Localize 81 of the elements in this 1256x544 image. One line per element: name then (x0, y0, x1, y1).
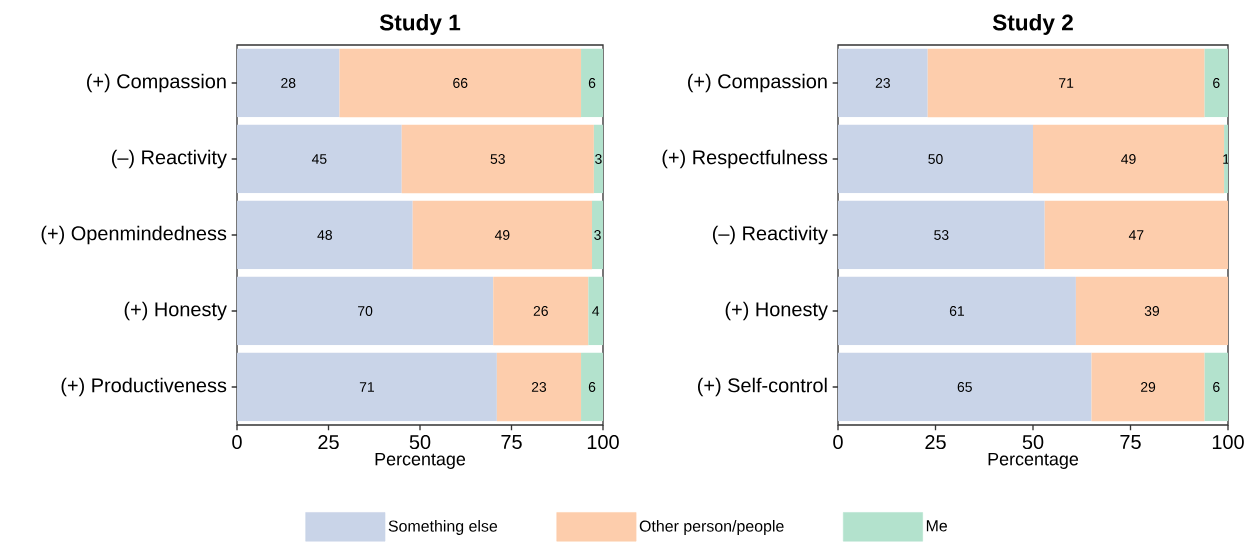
bar (838, 352, 1092, 422)
x-tick-label: 25 (318, 434, 339, 450)
y-tick-label: (+) Self-control (697, 377, 827, 397)
bar (1091, 352, 1205, 422)
bar (838, 48, 928, 118)
data-label: 23 (875, 78, 890, 88)
y-tick-label: (–) Reactivity (111, 149, 227, 169)
bar (1204, 48, 1228, 118)
bar (581, 352, 604, 422)
x-tick-label: 75 (1120, 434, 1141, 449)
data-label: 6 (1213, 382, 1220, 392)
data-label: 61 (949, 306, 965, 316)
legend-label: Me (926, 520, 947, 532)
data-label: 65 (957, 382, 972, 392)
data-label: 6 (588, 382, 596, 392)
bar (838, 200, 1045, 270)
data-label: 71 (1059, 78, 1074, 88)
y-tick-label: (+) Openmindedness (41, 225, 227, 245)
data-label: 53 (490, 154, 505, 164)
bar (496, 352, 582, 422)
bar (493, 276, 589, 346)
data-label: 39 (1144, 306, 1160, 316)
bar (927, 48, 1205, 118)
data-label: 6 (1213, 78, 1220, 88)
x-axis-title: Percentage (988, 452, 1079, 469)
bar (412, 200, 593, 270)
x-axis-title: Percentage (375, 452, 466, 469)
data-label: 70 (358, 306, 373, 316)
data-label: 6 (588, 78, 596, 88)
data-label: 66 (453, 78, 468, 88)
y-tick-label: (–) Reactivity (712, 225, 828, 245)
data-label: 48 (317, 230, 332, 240)
bar (592, 200, 604, 270)
bar (401, 124, 594, 194)
data-label: 49 (494, 230, 510, 240)
x-tick-label: 50 (1022, 434, 1044, 450)
data-label: 53 (934, 230, 949, 240)
y-tick-label: (+) Respectfulness (662, 149, 828, 169)
bar (581, 48, 604, 118)
data-label: 4 (592, 306, 600, 316)
x-tick-label: 25 (925, 434, 946, 450)
bar (237, 200, 413, 270)
bar (237, 124, 402, 194)
y-tick-label: (+) Compassion (87, 73, 226, 93)
legend-label: Other person/people (639, 520, 784, 535)
bar (838, 276, 1076, 346)
x-tick-label: 75 (501, 434, 522, 449)
x-tick-label: 0 (232, 434, 242, 450)
data-label: 3 (594, 230, 601, 240)
y-tick-label: (+) Honesty (124, 301, 227, 321)
bar (838, 124, 1033, 194)
data-label: 47 (1128, 230, 1144, 240)
x-tick-label: 0 (833, 434, 843, 450)
x-tick-label: 100 (1212, 434, 1244, 450)
chart-title: Study 1 (379, 13, 461, 35)
chart-title: Study 2 (992, 13, 1073, 35)
data-label: 49 (1121, 154, 1136, 164)
data-label: 23 (531, 382, 547, 392)
y-tick-label: (+) Compassion (688, 73, 827, 93)
bar (588, 276, 604, 346)
bar (1204, 352, 1228, 422)
bar (237, 352, 497, 422)
bar (593, 124, 604, 194)
bar (237, 276, 494, 346)
data-label: 28 (281, 78, 296, 88)
data-label: 3 (595, 154, 602, 164)
data-label: 26 (533, 306, 548, 316)
y-tick-label: (+) Productiveness (61, 377, 227, 397)
data-label: 45 (311, 154, 327, 164)
bar (1075, 276, 1228, 346)
data-label: 29 (1141, 382, 1156, 392)
bar (1044, 200, 1228, 270)
x-tick-label: 100 (587, 434, 619, 450)
legend-label: Something else (388, 520, 498, 535)
y-tick-label: (+) Honesty (725, 301, 828, 321)
bar (237, 48, 340, 118)
bar (339, 48, 582, 118)
data-label: 50 (928, 154, 943, 164)
data-label: 71 (359, 382, 374, 392)
bar (1033, 124, 1225, 194)
x-tick-label: 50 (409, 434, 431, 450)
